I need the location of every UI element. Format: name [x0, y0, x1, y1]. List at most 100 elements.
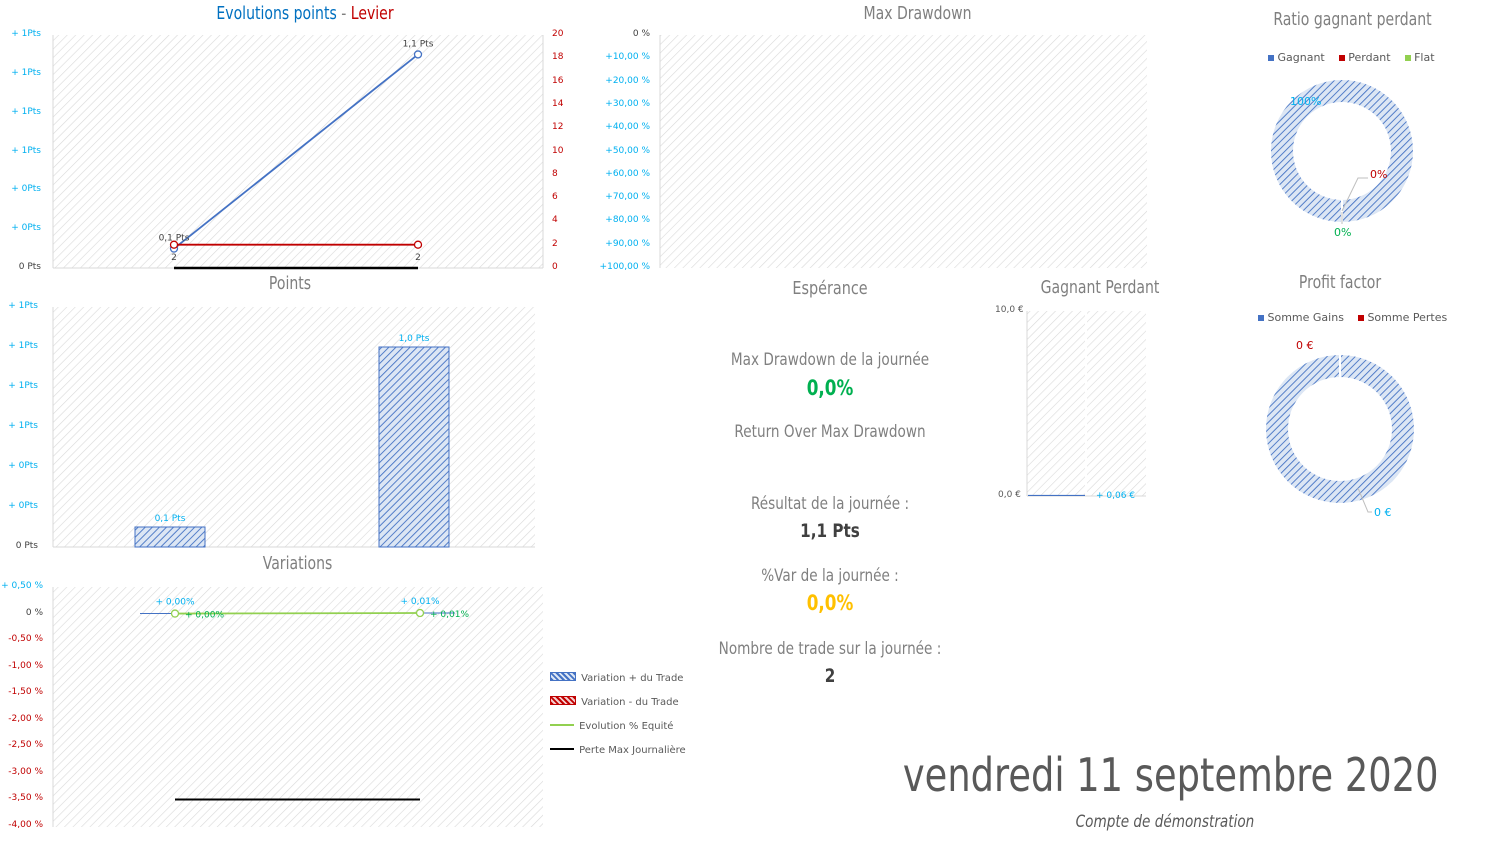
evolution-title-levier: Levier — [350, 3, 394, 24]
drawdown-y-tick-10: +100,00 % — [599, 262, 650, 272]
points-y-tick-1: + 1Pts — [8, 341, 38, 351]
drawdown-y-tick-2: +20,00 % — [605, 75, 650, 86]
gp-bar-gagnant — [1028, 494, 1085, 496]
evolution-points-data-label: 0,1 Pts — [159, 234, 190, 244]
evolution-y-left-tick-6: 0 Pts — [18, 262, 41, 272]
ratio-legend-perdant-label: Perdant — [1348, 51, 1391, 64]
points-y-tick-6: 0 Pts — [15, 541, 38, 551]
drawdown-y-tick-7: +70,00 % — [605, 192, 650, 203]
gp-y-bottom: 0,0 € — [998, 490, 1021, 500]
legend-item-max-loss: Perte Max Journalière — [550, 738, 690, 762]
profit-leader-gains — [1357, 487, 1372, 513]
variations-y-tick-8: -3,50 % — [8, 793, 43, 804]
points-y-tick-4: + 0Pts — [8, 461, 38, 471]
points-bar-data-label: 0,1 Pts — [155, 514, 186, 524]
maxdd-value: 0,0% — [806, 376, 854, 400]
trades-label: Nombre de trade sur la journée : — [718, 639, 942, 659]
ratio-donut-gagnant — [1271, 80, 1413, 222]
trades-value: 2 — [824, 665, 836, 687]
drawdown-y-tick-6: +60,00 % — [605, 168, 650, 179]
profit-legend-gains: Somme Gains — [1258, 311, 1344, 324]
variations-equity-line — [174, 612, 421, 615]
evolution-points-line — [173, 53, 419, 250]
points-y-tick-0: + 1Pts — [8, 301, 38, 311]
profit-label-gains: 0 € — [1374, 506, 1392, 519]
variations-title: Variations — [262, 553, 333, 574]
drawdown-y-tick-3: +30,00 % — [605, 98, 650, 109]
ratio-legend-gagnant: Gagnant — [1268, 51, 1325, 64]
var-value: 0,0% — [806, 591, 854, 615]
evolution-y-right-tick-10: 0 — [552, 262, 558, 272]
evolution-y-left-tick-1: + 1Pts — [11, 67, 41, 78]
legend-label-max-loss: Perte Max Journalière — [579, 745, 686, 756]
evolution-y-right-tick-0: 20 — [552, 29, 564, 39]
evolution-y-left-tick-4: + 0Pts — [11, 184, 41, 195]
legend-swatch-var-minus — [550, 696, 576, 705]
maxdd-label: Max Drawdown de la journée — [730, 350, 930, 370]
profit-legend-pertes-label: Somme Pertes — [1367, 311, 1448, 324]
ratio-legend-perdant: Perdant — [1338, 51, 1391, 64]
points-bar-data-label: 1,0 Pts — [399, 334, 430, 344]
ratio-legend: Gagnant Perdant Flat — [1268, 51, 1435, 64]
ratio-label-perdant: 0% — [1370, 168, 1388, 181]
points-plot-area — [53, 307, 535, 547]
drawdown-plot-area — [660, 35, 1147, 268]
legend-item-var-plus: Variation + du Trade — [550, 666, 690, 690]
evolution-y-right-tick-5: 10 — [552, 145, 564, 156]
evolution-plot-area — [53, 35, 543, 268]
evolution-title-points: Evolutions points — [216, 3, 337, 24]
gp-y-top: 10,0 € — [995, 305, 1024, 315]
variations-y-tick-2: -0,50 % — [8, 634, 43, 645]
legend-swatch-equity — [550, 723, 574, 726]
evolution-y-right-tick-1: 18 — [552, 52, 564, 63]
variations-y-tick-7: -3,00 % — [8, 766, 43, 777]
variations-plus-data-label: + 0,00% — [156, 598, 195, 608]
result-label: Résultat de la journée : — [750, 494, 910, 514]
profit-legend-gains-label: Somme Gains — [1267, 311, 1344, 324]
ratio-legend-gagnant-label: Gagnant — [1277, 51, 1325, 64]
legend-label-var-minus: Variation - du Trade — [581, 697, 679, 708]
var-label: %Var de la journée : — [761, 566, 899, 586]
evolution-y-left-tick-5: + 0Pts — [11, 223, 41, 234]
evolution-points-marker — [413, 50, 423, 59]
drawdown-title: Max Drawdown — [863, 3, 972, 24]
drawdown-y-tick-0: 0 % — [632, 29, 650, 39]
variations-legend: Variation + du Trade Variation - du Trad… — [550, 666, 690, 762]
date-heading: vendredi 11 septembre 2020 — [903, 748, 1439, 802]
evolution-points-data-label: 1,1 Pts — [403, 39, 434, 49]
legend-swatch-var-plus — [550, 672, 576, 681]
variations-y-tick-0: + 0,50 % — [1, 581, 43, 591]
ratio-label-flat: 0% — [1334, 226, 1352, 239]
evolution-y-right-tick-7: 6 — [552, 192, 558, 203]
evolution-x-tick-label: 2 — [171, 253, 177, 263]
variations-plot-area — [53, 587, 543, 827]
profit-legend: Somme Gains Somme Pertes — [1258, 311, 1447, 324]
points-bar — [134, 526, 206, 548]
variations-equity-marker — [170, 609, 180, 618]
variations-plus-data-label: + 0,01% — [401, 597, 440, 607]
variations-y-tick-4: -1,50 % — [8, 687, 43, 698]
ratio-legend-flat-label: Flat — [1414, 51, 1435, 64]
evolution-y-right-tick-4: 12 — [552, 122, 564, 133]
variations-y-tick-5: -2,00 % — [8, 713, 43, 724]
evolution-title-separator: - — [336, 3, 351, 24]
evolution-y-left-tick-2: + 1Pts — [11, 106, 41, 117]
romd-label: Return Over Max Drawdown — [734, 422, 926, 442]
points-y-tick-2: + 1Pts — [8, 381, 38, 391]
evolution-y-right-tick-9: 2 — [552, 238, 558, 249]
profit-title: Profit factor — [1298, 272, 1382, 293]
evolution-title: Evolutions points - Levier — [208, 3, 403, 24]
ratio-leader-perdant — [1341, 177, 1368, 212]
legend-label-var-plus: Variation + du Trade — [581, 673, 684, 684]
evolution-y-right-tick-2: 16 — [552, 75, 564, 86]
evolution-levier-marker — [413, 240, 423, 249]
legend-item-equity: Evolution % Equité — [550, 714, 690, 738]
account-name: Compte de démonstration — [1075, 812, 1255, 832]
points-title: Points — [268, 273, 312, 294]
legend-label-equity: Evolution % Equité — [579, 721, 674, 732]
evolution-levier-marker — [169, 240, 179, 249]
variations-y-tick-6: -2,50 % — [8, 740, 43, 751]
drawdown-y-tick-4: +40,00 % — [605, 122, 650, 133]
ratio-label-gagnant: 100% — [1290, 95, 1322, 108]
